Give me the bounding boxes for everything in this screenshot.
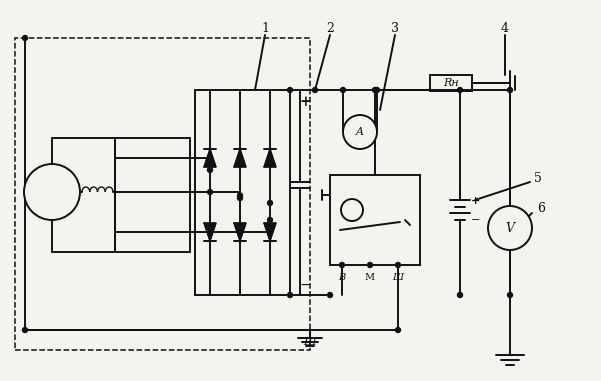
Bar bbox=[430, 75, 472, 91]
Circle shape bbox=[207, 189, 213, 194]
Circle shape bbox=[507, 293, 513, 298]
Circle shape bbox=[395, 263, 400, 267]
Circle shape bbox=[237, 195, 242, 200]
Circle shape bbox=[22, 328, 28, 333]
Circle shape bbox=[287, 88, 293, 93]
Text: 5: 5 bbox=[534, 171, 542, 184]
Bar bbox=[115, 138, 190, 252]
Circle shape bbox=[341, 88, 346, 93]
Polygon shape bbox=[204, 149, 216, 167]
Polygon shape bbox=[234, 149, 246, 167]
Text: −: − bbox=[471, 215, 481, 225]
Text: Ш: Ш bbox=[304, 337, 316, 347]
Text: B: B bbox=[338, 272, 346, 282]
Text: A: A bbox=[356, 127, 364, 137]
Circle shape bbox=[488, 206, 532, 250]
Text: 1: 1 bbox=[261, 21, 269, 35]
Polygon shape bbox=[204, 223, 216, 241]
Circle shape bbox=[22, 35, 28, 40]
Circle shape bbox=[24, 164, 80, 220]
Bar bbox=[330, 175, 420, 265]
Circle shape bbox=[341, 199, 363, 221]
Polygon shape bbox=[264, 223, 276, 241]
Circle shape bbox=[507, 88, 513, 93]
Circle shape bbox=[367, 263, 373, 267]
Text: +: + bbox=[299, 95, 311, 109]
Circle shape bbox=[340, 263, 344, 267]
Circle shape bbox=[267, 200, 272, 205]
Circle shape bbox=[267, 218, 272, 223]
Circle shape bbox=[343, 115, 377, 149]
Text: 6: 6 bbox=[537, 202, 545, 215]
Text: 3: 3 bbox=[391, 21, 399, 35]
Circle shape bbox=[395, 328, 400, 333]
Bar bbox=[15, 38, 310, 350]
Circle shape bbox=[287, 293, 293, 298]
Circle shape bbox=[328, 293, 332, 298]
Circle shape bbox=[313, 88, 317, 93]
Text: V: V bbox=[505, 221, 514, 234]
Text: 2: 2 bbox=[326, 21, 334, 35]
Circle shape bbox=[373, 88, 377, 93]
Polygon shape bbox=[234, 223, 246, 241]
Text: Rн: Rн bbox=[443, 78, 459, 88]
Circle shape bbox=[457, 293, 463, 298]
Circle shape bbox=[374, 88, 379, 93]
Circle shape bbox=[237, 193, 242, 198]
Circle shape bbox=[457, 88, 463, 93]
Polygon shape bbox=[264, 149, 276, 167]
Text: М: М bbox=[365, 272, 375, 282]
Text: 4: 4 bbox=[501, 21, 509, 35]
Text: Ш: Ш bbox=[392, 272, 403, 282]
Text: +: + bbox=[471, 194, 481, 205]
Circle shape bbox=[207, 168, 213, 173]
Text: −: − bbox=[299, 278, 311, 292]
